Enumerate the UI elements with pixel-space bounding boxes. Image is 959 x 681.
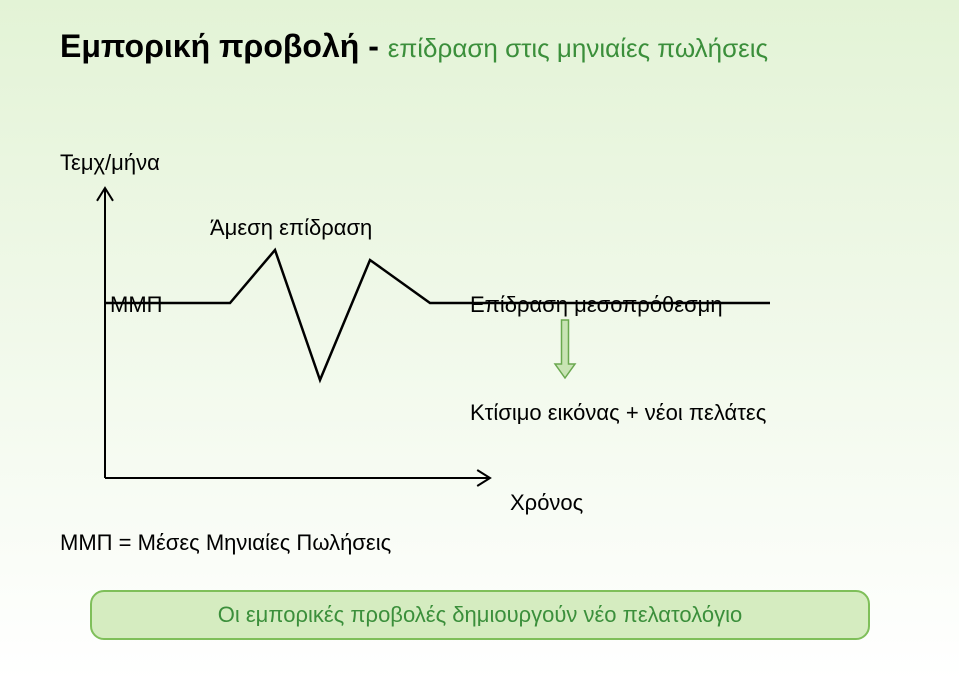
content-layer: Εμπορική προβολή - επίδραση στις μηνιαίε…: [0, 0, 959, 681]
title-main: Εμπορική προβολή -: [60, 28, 388, 64]
label-midterm-effect: Επίδραση μεσοπρόθεσμη: [470, 292, 723, 318]
page-title: Εμπορική προβολή - επίδραση στις μηνιαίε…: [60, 28, 768, 65]
x-axis-label: Χρόνος: [510, 490, 583, 516]
label-image-building: Κτίσιμο εικόνας + νέοι πελάτες: [470, 400, 766, 426]
footnote: ΜΜΠ = Μέσες Μηνιαίες Πωλήσεις: [60, 530, 391, 556]
label-mmp: ΜΜΠ: [110, 292, 163, 318]
y-axis-label: Τεμχ/μήνα: [60, 150, 160, 176]
callout-box: Οι εμπορικές προβολές δημιουργούν νέο πε…: [90, 590, 870, 640]
callout-text: Οι εμπορικές προβολές δημιουργούν νέο πε…: [90, 590, 870, 640]
label-direct-effect: Άμεση επίδραση: [210, 215, 372, 241]
title-sub: επίδραση στις μηνιαίες πωλήσεις: [388, 33, 768, 63]
